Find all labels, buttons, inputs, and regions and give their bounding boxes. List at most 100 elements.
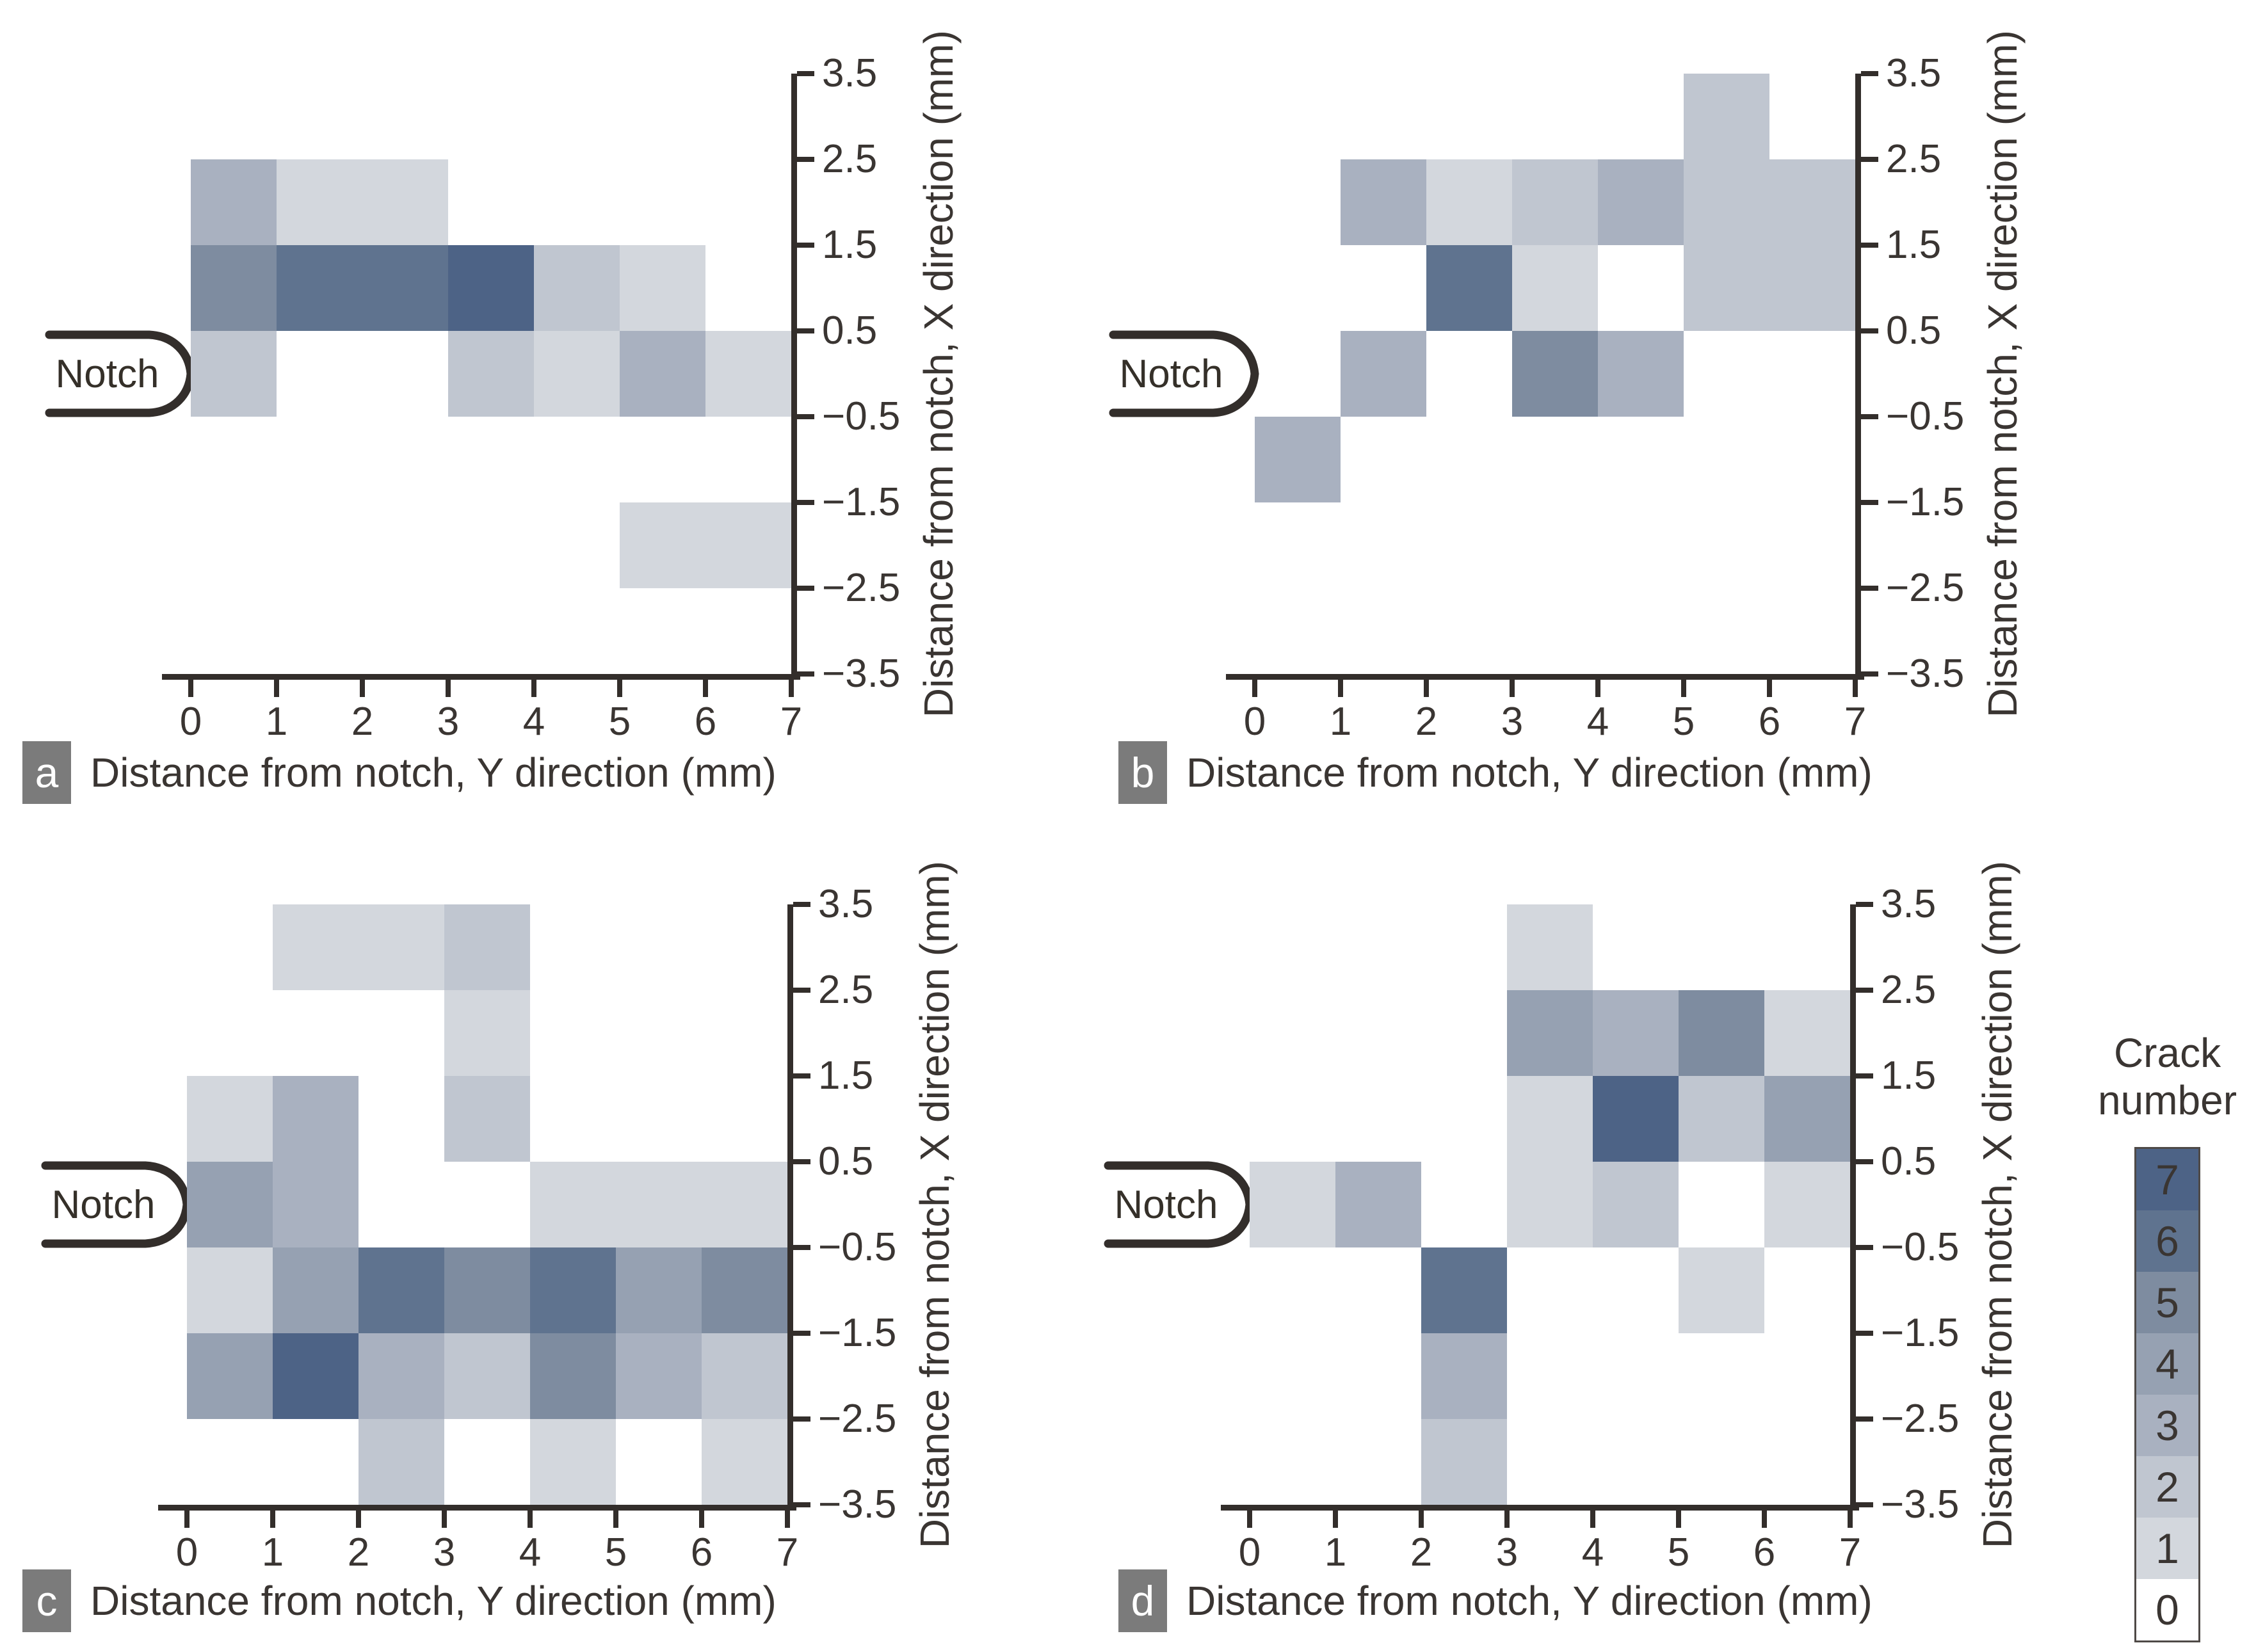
y-tick-label: 2.5 [1881,968,1937,1012]
heatmap-cell [273,1247,359,1333]
y-tick-label: 1.5 [818,1054,874,1098]
heatmap-cell [530,1162,616,1247]
y-axis-tick [793,1416,810,1422]
y-axis-tick [1856,1073,1873,1079]
y-tick-label: 3.5 [822,51,878,95]
colorbar-level: 0 [2136,1579,2198,1640]
y-axis-tick [1861,586,1878,591]
heatmap-cell [702,1162,787,1247]
y-axis-spine [1850,904,1856,1511]
x-axis-tick [617,680,622,697]
x-tick-label: 0 [179,700,202,744]
x-tick-label: 3 [433,1530,456,1575]
heatmap-cell [1512,245,1598,331]
heatmap-cell [187,1076,273,1162]
heatmap-cell [1507,904,1593,990]
y-axis-tick [1861,414,1878,419]
heatmap-cell [362,245,448,331]
heatmap-cell [1679,1247,1764,1333]
x-axis-tick [1252,680,1257,697]
heatmap-cell [273,904,359,990]
x-axis-tick [360,680,365,697]
y-axis-title: Distance from notch, X direction (mm) [915,29,962,718]
heatmap-cell [702,1247,787,1333]
x-axis-tick [1762,1511,1767,1528]
x-tick-label: 6 [1758,700,1781,744]
y-axis-tick [1861,500,1878,505]
notch-label: Notch [51,1182,156,1227]
y-axis-tick [1861,328,1878,333]
y-axis-spine [1855,74,1861,680]
heatmap-cell [359,904,444,990]
notch-marker: Notch [1106,326,1266,422]
x-tick-label: 2 [1410,1530,1433,1575]
y-axis-tick [1856,1245,1873,1250]
x-axis-tick [1767,680,1772,697]
y-tick-label: −3.5 [1881,1482,1960,1527]
y-tick-label: −0.5 [818,1225,897,1269]
heatmap-cell [1507,1162,1593,1247]
x-axis-tick [1676,1511,1681,1528]
heatmap-cell [444,904,530,990]
x-axis-title: Distance from notch, Y direction (mm) [90,750,777,796]
x-tick-label: 1 [1329,700,1352,744]
heatmap-cell [277,159,362,245]
panel-caption: a Distance from notch, Y direction (mm) [22,741,777,804]
x-axis-line [1221,1505,1859,1511]
heatmap-cell [620,245,705,331]
x-axis-line [162,674,800,680]
heatmap-cell [620,502,705,588]
heatmap-cell [530,1419,616,1505]
y-axis-tick [793,1245,810,1250]
heatmap-cell [359,1333,444,1419]
y-tick-label: −1.5 [822,480,901,524]
x-axis-tick [1595,680,1600,697]
panel-letter-badge: c [22,1569,71,1632]
heatmap-cell [1593,1162,1679,1247]
x-axis-tick [1590,1511,1595,1528]
y-axis-tick [797,328,814,333]
x-axis-tick [1504,1511,1510,1528]
x-tick-label: 6 [690,1530,713,1575]
x-axis-tick [703,680,708,697]
y-axis-tick [793,1159,810,1164]
colorbar-level: 4 [2136,1333,2198,1395]
heatmap-cell [1679,1076,1764,1162]
heatmap-cell [187,1162,273,1247]
x-axis-tick [785,1511,790,1528]
heatmap-cell [1341,159,1426,245]
x-tick-label: 4 [1581,1530,1604,1575]
x-axis-tick [1424,680,1429,697]
x-tick-label: 4 [1586,700,1609,744]
y-tick-label: −3.5 [818,1482,897,1527]
heatmap-cell [702,1333,787,1419]
y-axis-tick [793,1502,810,1507]
y-axis-tick [1856,1331,1873,1336]
heatmap-cell [1426,159,1512,245]
heatmap-cell [1679,990,1764,1076]
heatmap-cell [1764,1076,1850,1162]
x-tick-label: 5 [1672,700,1695,744]
y-axis-tick [793,902,810,907]
x-tick-label: 6 [694,700,717,744]
y-tick-label: −2.5 [1881,1397,1960,1441]
x-tick-label: 1 [265,700,288,744]
y-tick-label: 3.5 [1881,882,1937,926]
heatmap-cell [620,331,705,417]
heatmap-cell [444,1076,530,1162]
x-axis-tick [1338,680,1343,697]
y-axis-tick [797,671,814,677]
heatmap-cell [530,1247,616,1333]
y-axis-tick [797,586,814,591]
heatmap-cell [277,245,362,331]
y-axis-tick [793,988,810,993]
x-axis-tick [1419,1511,1424,1528]
y-tick-label: 1.5 [1886,223,1942,267]
y-axis-tick [797,414,814,419]
heatmap-cell [1512,331,1598,417]
heatmap-cell [191,331,277,417]
panel-caption: c Distance from notch, Y direction (mm) [22,1569,777,1632]
y-axis-spine [791,74,797,680]
heatmap-cell [534,331,620,417]
